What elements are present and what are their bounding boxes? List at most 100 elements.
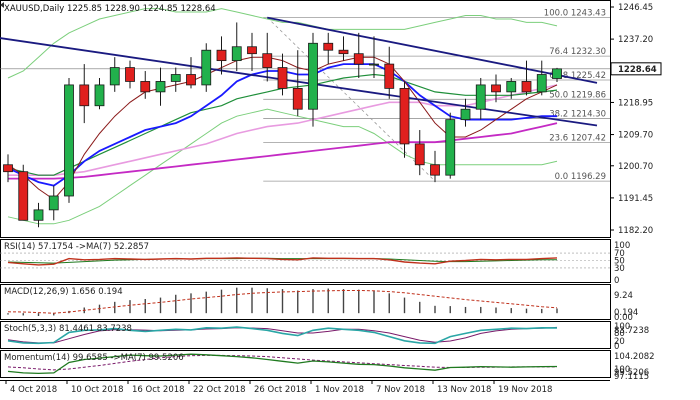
candle-body [3, 164, 13, 173]
x-tick-label: 10 Oct 2018 [71, 385, 124, 395]
fib-level-label: 100.0 1243.43 [544, 8, 606, 18]
candle-body [536, 74, 547, 93]
indicator-y-tick-label: 100 [614, 322, 630, 332]
candle-body [247, 46, 257, 55]
indicator-y-tick-label: 97.1115 [614, 372, 649, 382]
indicator-y-tick-label: 80 [614, 329, 625, 339]
fib-level-label: 38.2 1214.30 [549, 110, 606, 120]
fib-level-label: 76.4 1232.30 [549, 47, 606, 57]
indicator-panes: RSI(14) 57.1754 ->MA(7) 52.2857 100705030… [0, 241, 655, 382]
indicator-y-tick-label: 99.5206 [614, 368, 649, 378]
fib-level-label: 0.0 1196.29 [555, 172, 606, 182]
candle-body [399, 87, 410, 145]
candle-body [170, 74, 181, 82]
candle-body [414, 143, 425, 166]
fib-level-price: 1243.43 [571, 8, 606, 18]
fib-level-pct: 76.4 [549, 47, 571, 57]
fib-level-label: 23.6 1207.42 [549, 133, 606, 143]
x-tick-label: 16 Oct 2018 [132, 385, 185, 395]
current-price-box [610, 62, 662, 76]
candle-body [48, 195, 59, 211]
x-tick-label: 19 Nov 2018 [498, 385, 552, 395]
indicator-y-tick-label: 9.24 [614, 291, 633, 301]
candle-body [79, 84, 90, 107]
indicator-y-tick-label: 0 [614, 342, 619, 352]
macd-signal-line [7, 290, 558, 314]
candle-body [18, 171, 29, 221]
candle-body [460, 108, 471, 121]
candle-body [186, 74, 196, 86]
magenta-ma [8, 122, 558, 180]
x-tick-label: 1 Nov 2018 [315, 385, 364, 395]
y-tick-label: 1218.95 [618, 98, 653, 108]
candle-body [430, 164, 440, 176]
bollinger-upper [7, 8, 558, 79]
indicator-label: MACD(12,26,9) 1.656 0.194 [4, 287, 123, 297]
indicator-y-tick-label: 83.7238 [614, 326, 649, 336]
candle-body [64, 84, 74, 197]
candle-body [552, 68, 562, 79]
indicator-y-tick-label: 100 [614, 241, 630, 251]
candle-body [323, 42, 334, 51]
indicator-y-tick-label: 70 [614, 249, 625, 259]
fib-level-price: 1207.42 [571, 133, 606, 143]
indicator-y-tick-label: 20 [614, 337, 625, 347]
main-chart: 1246.45 1237.20 1218.95 1209.70 1200.70 1191.… [0, 2, 662, 236]
candle-body [369, 63, 379, 66]
fib-level-price: 1196.29 [571, 172, 606, 182]
y-tick-label: 1182.20 [618, 226, 653, 236]
y-tick-label: 1191.45 [618, 194, 653, 204]
indicator-pane-frame [0, 321, 611, 349]
ohlc-label: 1225.85 1228.90 1224.85 1228.64 [67, 4, 216, 14]
indicator-pane-frame [0, 239, 611, 283]
fib-level-pct: 23.6 [549, 133, 571, 143]
indicator-y-tick-label: 0.194 [614, 308, 638, 318]
candle-body [521, 81, 532, 93]
fib-level-pct: 38.2 [549, 110, 571, 120]
rsi-line [7, 257, 558, 266]
y-tick-label: 1209.70 [618, 131, 653, 141]
indicator-pane-frame [0, 284, 611, 320]
candle-body [231, 46, 242, 62]
symbol-label: XAUUSD,Daily [4, 4, 67, 14]
candle-body [262, 53, 273, 68]
y-tick-label: 1200.70 [618, 162, 653, 172]
candle-body [94, 84, 105, 107]
indicator-label: Momentum(14) 99.6585 ->MA(7) 99.5206 [4, 353, 184, 363]
header-marker-icon [0, 2, 4, 8]
candle-body [384, 63, 395, 89]
candle-body [155, 81, 166, 93]
stoch-main-line [7, 326, 558, 345]
current-price-label: 1228.64 [618, 65, 657, 75]
fib-level-label: 50.0 1219.86 [549, 90, 606, 100]
panes [0, 0, 611, 381]
indicator-y-tick-label: 0 [614, 276, 619, 286]
indicator-pane-frame [0, 350, 611, 378]
fib-level-price: 1232.30 [571, 47, 606, 57]
fib-level-pct: 50.0 [549, 90, 571, 100]
main-pane-frame [0, 0, 611, 238]
indicator-label: Stoch(5,3,3) 81.4461 83.7238 [4, 324, 132, 334]
indicator-y-tick-label: 0.00 [614, 313, 633, 323]
fib-level-pct: 0.0 [555, 172, 571, 182]
candle-body [109, 67, 120, 86]
chart-header: XAUUSD,Daily 1225.85 1228.90 1224.85 122… [4, 4, 216, 14]
fib-level-price: 1219.86 [571, 90, 606, 100]
candle-body [216, 49, 227, 62]
x-tick-label: 22 Oct 2018 [193, 385, 246, 395]
candle-body [201, 49, 212, 86]
stoch-signal-line [7, 326, 558, 344]
x-tick-label: 7 Nov 2018 [376, 385, 425, 395]
candle-body [33, 209, 44, 221]
momentum-line [7, 353, 558, 375]
bollinger-lower [7, 108, 558, 225]
candle-body [292, 87, 303, 110]
candle-body [308, 42, 318, 110]
candle-body [277, 67, 288, 89]
candle-body [353, 53, 364, 65]
indicator-y-tick-label: 50 [614, 257, 625, 267]
fib-level-price: 1214.30 [571, 110, 606, 120]
y-tick-label: 1246.45 [618, 3, 653, 13]
